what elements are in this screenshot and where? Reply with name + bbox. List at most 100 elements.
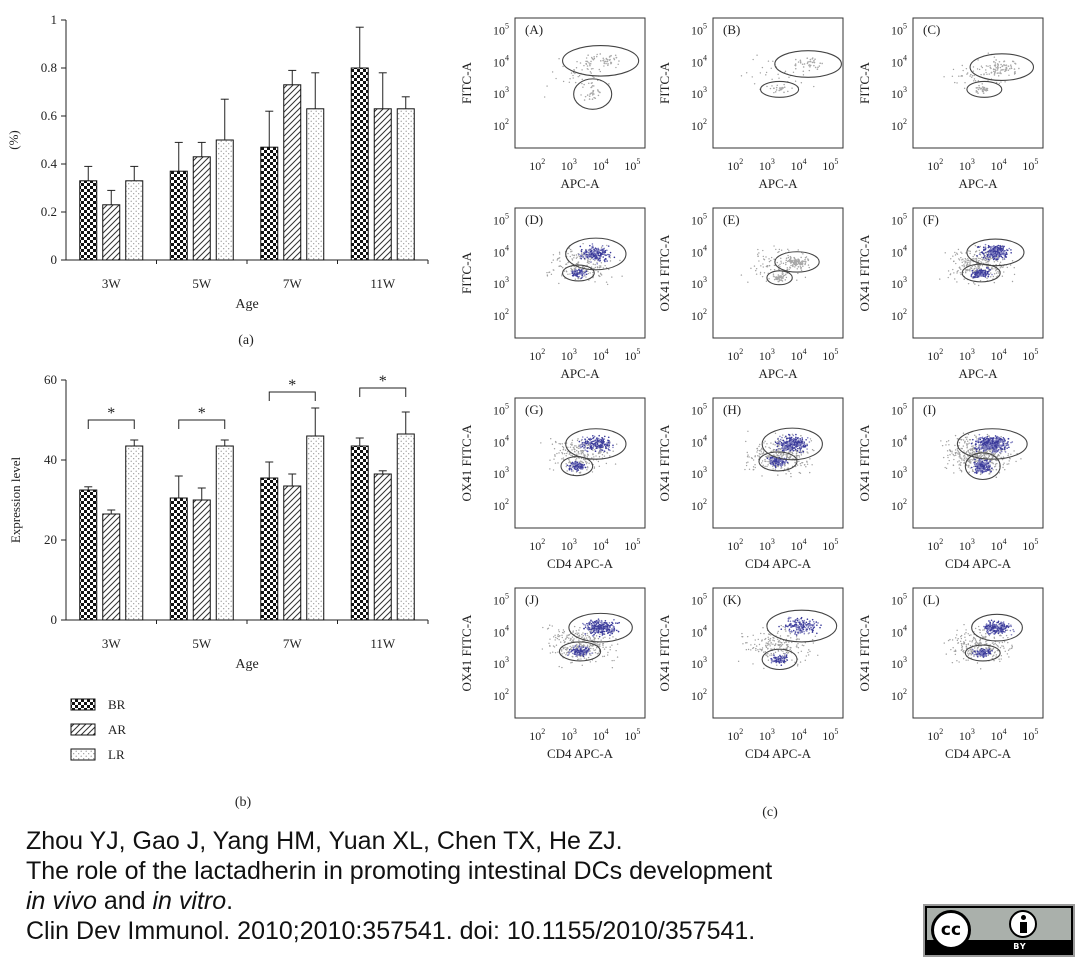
- event-dot: [958, 258, 960, 260]
- event-dot: [813, 61, 815, 63]
- event-dot: [603, 630, 606, 633]
- event-dot: [985, 470, 987, 473]
- event-dot: [596, 445, 599, 448]
- event-dot: [585, 658, 588, 660]
- event-dot: [990, 267, 993, 270]
- event-dot: [575, 67, 578, 69]
- event-dot: [965, 67, 968, 70]
- event-dot: [600, 266, 602, 268]
- event-dot: [583, 657, 586, 659]
- event-dot: [761, 447, 763, 449]
- event-dot: [967, 466, 970, 468]
- event-dot: [573, 463, 576, 466]
- event-dot: [1003, 245, 1005, 248]
- event-dot: [592, 449, 594, 451]
- event-dot: [593, 649, 595, 652]
- tick-exponent: 2: [903, 497, 907, 506]
- event-dot: [987, 275, 990, 278]
- event-dot: [771, 458, 774, 460]
- event-dot: [609, 449, 611, 452]
- event-dot: [602, 655, 604, 658]
- flow-panel-label: (E): [723, 212, 740, 227]
- y-tick-label: 104: [891, 53, 907, 69]
- event-dot: [776, 84, 778, 87]
- event-dot: [599, 645, 601, 647]
- event-dot: [605, 462, 608, 465]
- event-dot: [1002, 444, 1005, 446]
- event-dot: [975, 460, 977, 462]
- event-dot: [795, 259, 798, 262]
- y-tick-label: 102: [691, 307, 707, 323]
- event-dot: [613, 619, 615, 621]
- event-dot: [608, 268, 610, 271]
- event-dot: [578, 461, 580, 463]
- event-dot: [549, 459, 551, 461]
- event-dot: [584, 274, 586, 276]
- y-tick-label: 104: [493, 243, 509, 259]
- event-dot: [987, 466, 989, 468]
- event-dot: [778, 449, 780, 451]
- event-dot: [611, 667, 614, 669]
- event-dot: [968, 250, 970, 252]
- event-dot: [954, 254, 957, 256]
- event-dot: [798, 447, 801, 449]
- event-dot: [746, 456, 749, 458]
- bar: [306, 435, 325, 621]
- event-dot: [1004, 81, 1006, 83]
- event-dot: [1000, 252, 1003, 254]
- event-dot: [972, 447, 974, 450]
- y-axis-title: OX41 FITC-A: [459, 424, 474, 502]
- event-dot: [598, 265, 601, 267]
- event-dot: [806, 463, 809, 465]
- event-dot: [760, 449, 762, 451]
- event-dot: [814, 58, 816, 61]
- event-dot: [998, 82, 1001, 85]
- event-dot: [797, 266, 800, 268]
- event-dot: [999, 253, 1002, 256]
- event-dot: [780, 448, 782, 451]
- event-dot: [579, 245, 582, 248]
- event-dot: [602, 251, 604, 253]
- event-dot: [817, 66, 819, 69]
- event-dot: [556, 259, 558, 261]
- event-dot: [788, 450, 791, 452]
- bar: [283, 485, 302, 621]
- event-dot: [576, 461, 579, 464]
- y-tick-label: 0.6: [41, 108, 58, 123]
- event-dot: [774, 444, 776, 446]
- event-dot: [761, 475, 763, 477]
- event-dot: [992, 248, 995, 250]
- event-dot: [552, 469, 555, 471]
- event-dot: [987, 65, 989, 67]
- event-dot: [988, 445, 991, 447]
- event-dot: [571, 444, 573, 446]
- event-dot: [998, 272, 1000, 274]
- event-dot: [590, 261, 592, 263]
- event-dot: [580, 94, 582, 96]
- event-dot: [759, 72, 762, 74]
- event-dot: [605, 254, 607, 256]
- event-dot: [788, 250, 790, 252]
- event-dot: [591, 442, 593, 445]
- event-dot: [601, 436, 603, 439]
- event-dot: [1001, 256, 1004, 259]
- event-dot: [771, 85, 773, 87]
- event-dot: [980, 473, 982, 475]
- event-dot: [571, 272, 574, 275]
- tick-exponent: 2: [903, 307, 907, 316]
- event-dot: [603, 623, 605, 626]
- event-dot: [1004, 442, 1007, 445]
- event-dot: [606, 58, 609, 61]
- event-dot: [999, 71, 1001, 73]
- event-dot: [1004, 64, 1006, 67]
- event-dot: [558, 630, 560, 633]
- event-dot: [973, 463, 976, 466]
- event-dot: [777, 463, 780, 466]
- event-dot: [986, 256, 988, 259]
- event-dot: [568, 458, 570, 461]
- event-dot: [568, 649, 571, 651]
- event-dot: [609, 455, 611, 457]
- event-dot: [953, 454, 955, 457]
- event-dot: [963, 457, 965, 459]
- event-dot: [965, 264, 968, 266]
